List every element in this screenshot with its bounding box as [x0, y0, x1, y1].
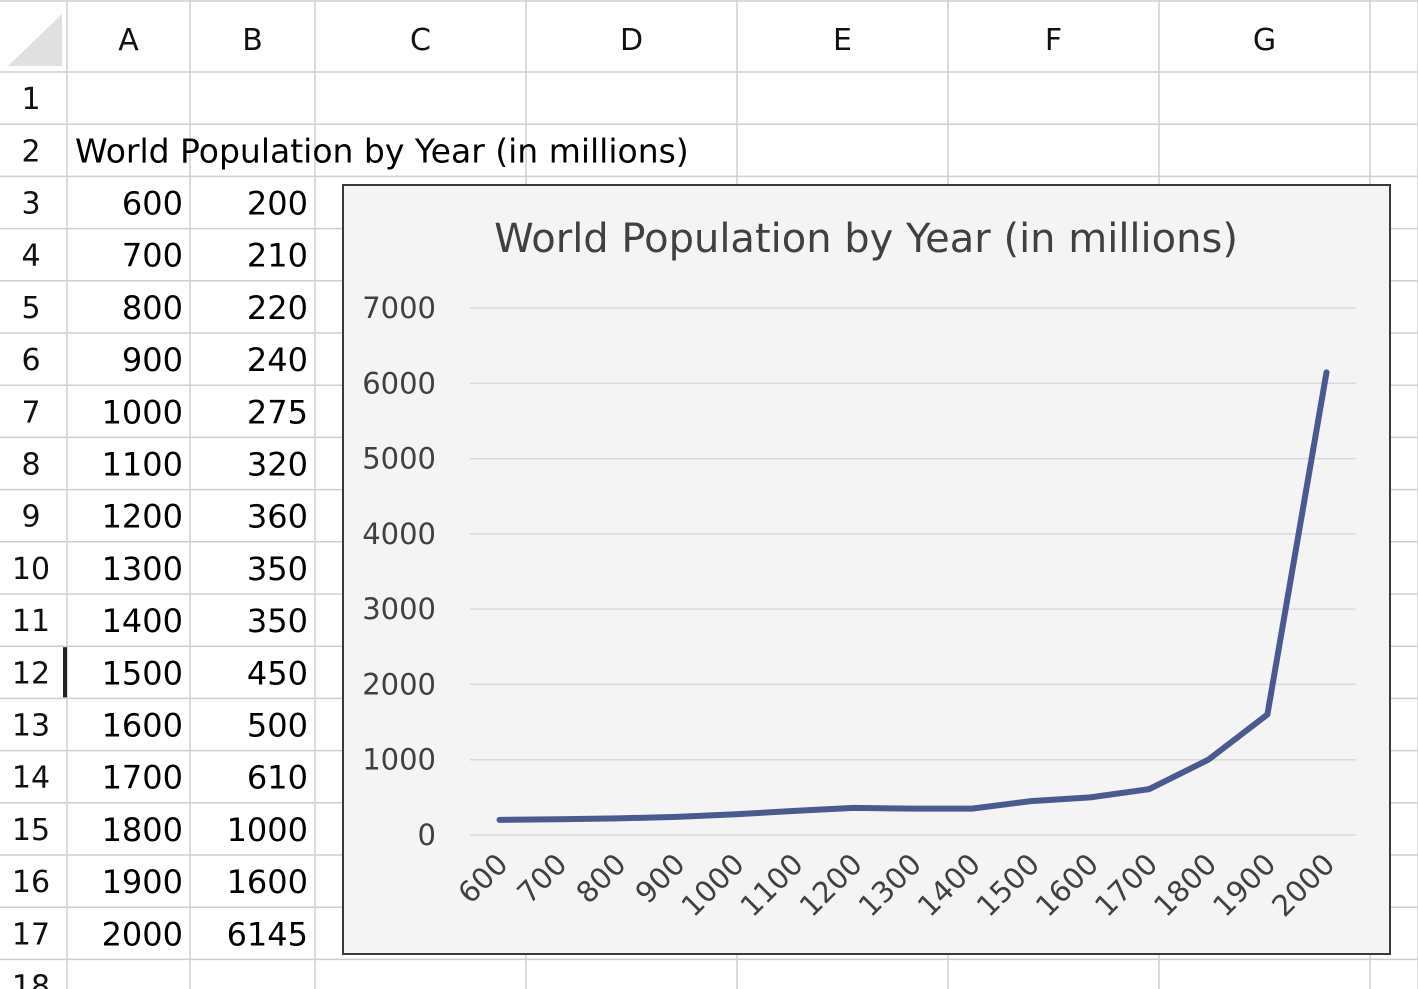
cell-year[interactable]: 1100: [102, 446, 183, 484]
data-point: [498, 818, 501, 821]
x-tick-label: 1800: [1147, 847, 1223, 923]
cell-year[interactable]: 1600: [102, 707, 183, 745]
cell-population[interactable]: 200: [247, 185, 308, 223]
cell-population[interactable]: 6145: [227, 915, 308, 953]
column-header-g[interactable]: G: [1253, 23, 1276, 58]
cell-year[interactable]: 1700: [102, 759, 183, 797]
cell-population[interactable]: 610: [247, 759, 308, 797]
chart-area[interactable]: World Population by Year (in millions) 0 1…: [342, 184, 1391, 955]
cell-population[interactable]: 360: [247, 498, 308, 536]
x-tick-label: 1900: [1206, 847, 1282, 923]
x-tick-label: 1200: [793, 847, 869, 923]
cell-year[interactable]: 700: [122, 237, 183, 275]
x-tick-label: 1500: [970, 847, 1046, 923]
y-tick-label: 2000: [362, 667, 436, 701]
cell-year[interactable]: 2000: [102, 915, 183, 953]
cell-year[interactable]: 1900: [102, 863, 183, 901]
row-header-8[interactable]: 8: [21, 448, 40, 483]
row-header-4[interactable]: 4: [21, 239, 40, 274]
y-tick-label: 0: [418, 818, 436, 852]
column-header-c[interactable]: C: [410, 23, 431, 58]
column-header-b[interactable]: B: [242, 23, 263, 58]
cell-year[interactable]: 800: [122, 289, 183, 327]
cell-year[interactable]: 1000: [102, 393, 183, 431]
data-point: [971, 807, 974, 810]
x-tick-label: 1300: [852, 847, 928, 923]
y-tick-label: 5000: [362, 442, 436, 476]
data-point: [852, 806, 855, 809]
cell-population[interactable]: 350: [247, 550, 308, 588]
x-tick-label: 700: [510, 847, 573, 910]
data-point: [1030, 800, 1033, 803]
y-tick-label: 1000: [362, 743, 436, 777]
row-header-10[interactable]: 10: [12, 552, 50, 587]
x-tick-label: 2000: [1265, 847, 1341, 923]
row-header-18[interactable]: 18: [12, 970, 50, 989]
row-header-3[interactable]: 3: [21, 187, 40, 222]
cell-year[interactable]: 600: [122, 185, 183, 223]
cell-year[interactable]: 1800: [102, 811, 183, 849]
cell-year[interactable]: 1500: [102, 654, 183, 692]
x-tick-label: 1000: [675, 847, 751, 923]
data-point: [1207, 758, 1210, 761]
cell-a2-title[interactable]: World Population by Year (in millions): [75, 131, 689, 170]
row-header-5[interactable]: 5: [21, 291, 40, 326]
x-tick-label: 1700: [1088, 847, 1164, 923]
cell-year[interactable]: 1400: [102, 602, 183, 640]
data-point: [912, 807, 914, 810]
data-point: [1266, 713, 1269, 716]
x-tick-label: 1100: [734, 847, 810, 923]
data-point: [734, 813, 737, 816]
data-point: [1148, 788, 1151, 791]
row-header-2[interactable]: 2: [21, 134, 40, 169]
column-header-d[interactable]: D: [620, 23, 643, 58]
x-tick-label: 600: [451, 847, 514, 910]
data-point: [616, 817, 619, 820]
row-header-16[interactable]: 16: [12, 865, 50, 900]
y-tick-label: 3000: [362, 592, 436, 626]
cell-population[interactable]: 500: [247, 707, 308, 745]
cell-population[interactable]: 275: [247, 393, 308, 431]
data-point: [1325, 371, 1328, 374]
series-line-population[interactable]: [496, 369, 1330, 823]
row-header-15[interactable]: 15: [12, 813, 50, 848]
cell-population[interactable]: 210: [247, 237, 308, 275]
select-all-corner[interactable]: [8, 14, 62, 66]
data-point: [793, 809, 796, 812]
cell-population[interactable]: 220: [247, 289, 308, 327]
data-point: [557, 818, 560, 821]
cell-population[interactable]: 1600: [227, 863, 308, 901]
data-point: [675, 815, 678, 818]
selected-row-indicator: [63, 647, 67, 698]
row-header-9[interactable]: 9: [21, 500, 40, 535]
x-tick-label: 800: [569, 847, 632, 910]
column-header-a[interactable]: A: [118, 23, 139, 58]
row-header-12[interactable]: 12: [12, 656, 50, 691]
row-header-17[interactable]: 17: [12, 917, 50, 952]
y-tick-label: 4000: [362, 517, 436, 551]
cell-population[interactable]: 450: [247, 654, 308, 692]
line-chart: World Population by Year (in millions) 0 1…: [362, 216, 1356, 923]
row-header-1[interactable]: 1: [21, 82, 40, 117]
row-header-13[interactable]: 13: [12, 709, 50, 744]
x-tick-label: 1600: [1029, 847, 1105, 923]
y-tick-label: 6000: [362, 366, 436, 400]
row-header-14[interactable]: 14: [12, 761, 50, 796]
row-header-7[interactable]: 7: [21, 395, 40, 430]
cell-year[interactable]: 1300: [102, 550, 183, 588]
row-header-6[interactable]: 6: [21, 343, 40, 378]
cell-population[interactable]: 320: [247, 446, 308, 484]
column-header-f[interactable]: F: [1045, 23, 1062, 58]
cell-population[interactable]: 240: [247, 341, 308, 379]
column-header-e[interactable]: E: [833, 23, 852, 58]
data-point: [1089, 796, 1092, 799]
chart-title: World Population by Year (in millions): [494, 216, 1238, 262]
y-tick-label: 7000: [362, 291, 436, 325]
x-tick-label: 1400: [911, 847, 987, 923]
cell-population[interactable]: 1000: [227, 811, 308, 849]
cell-year[interactable]: 900: [122, 341, 183, 379]
row-header-11[interactable]: 11: [12, 604, 50, 639]
cell-population[interactable]: 350: [247, 602, 308, 640]
cell-year[interactable]: 1200: [102, 498, 183, 536]
